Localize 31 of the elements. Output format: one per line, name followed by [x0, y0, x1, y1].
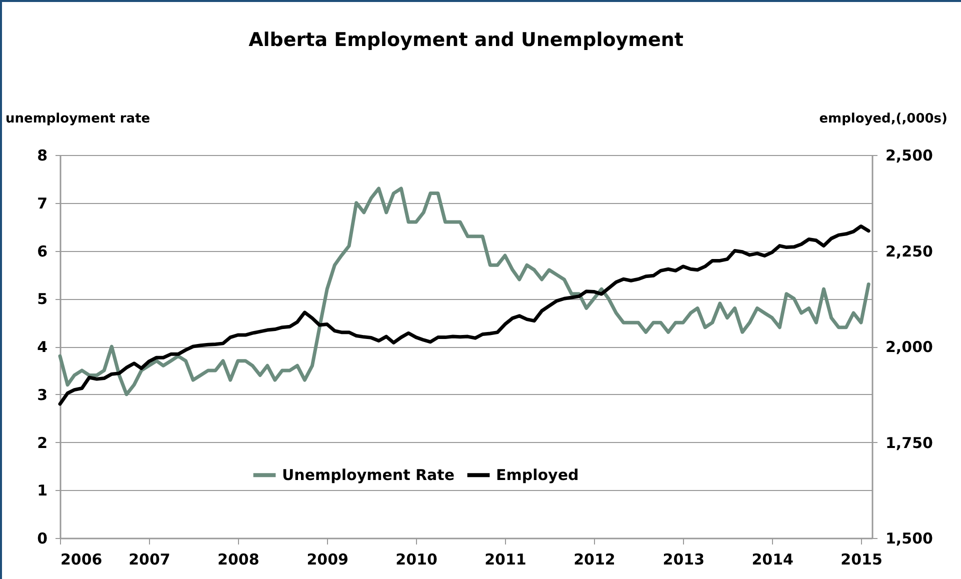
x-tick-label: 2006	[60, 550, 102, 568]
legend-label: Employed	[496, 466, 579, 484]
line-series	[58, 186, 870, 396]
y-tick-label: 2	[37, 434, 48, 452]
y-tick-label: 0	[37, 530, 48, 548]
x-tick-label: 2013	[662, 550, 705, 568]
y2-tick-label: 2,250	[886, 242, 933, 260]
y-tick-label: 7	[37, 194, 48, 212]
x-tick-label: 2008	[218, 550, 260, 568]
x-tick-label: 2011	[484, 550, 526, 568]
y-tick-label: 1	[37, 482, 48, 500]
y2-tick-label: 1,500	[886, 530, 933, 548]
x-tick-label: 2014	[752, 550, 794, 568]
chart-title: Alberta Employment and Unemployment	[248, 29, 684, 51]
y-tick-label: 6	[37, 242, 48, 260]
legend-label: Unemployment Rate	[282, 466, 455, 484]
x-tick-label: 2009	[306, 550, 348, 568]
line-series	[58, 224, 870, 406]
x-tick-label: 2015	[840, 550, 882, 568]
y-tick-label: 3	[37, 386, 48, 404]
y2-tick-label: 2,000	[886, 338, 933, 356]
x-tick-label: 2012	[574, 550, 616, 568]
y2-tick-label: 1,750	[886, 434, 933, 452]
y-axis-title: unemployment rate	[6, 112, 150, 126]
y2-tick-label: 2,500	[886, 146, 933, 164]
y-tick-label: 4	[37, 338, 48, 356]
x-tick-label: 2010	[396, 550, 438, 568]
y2-axis-title: employed,(,000s)	[819, 112, 948, 126]
x-tick-label: 2007	[128, 550, 170, 568]
y-tick-label: 5	[37, 290, 48, 308]
y-tick-label: 8	[37, 146, 48, 164]
